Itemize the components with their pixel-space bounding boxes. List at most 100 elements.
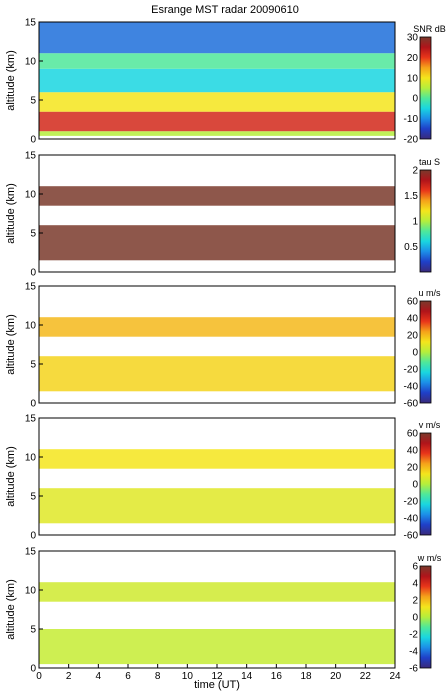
tau-colorbar-tick-label: 1.5	[404, 191, 418, 202]
tau-y-tick-label: 5	[30, 229, 36, 240]
w-layer-1	[39, 582, 395, 602]
w-x-tick-label: 8	[155, 671, 161, 682]
u-colorbar-tick-label: -20	[404, 365, 419, 376]
w-x-tick-label: 20	[330, 671, 342, 682]
v-colorbar-tick-label: -20	[404, 497, 419, 508]
v-colorbar-tick-label: 20	[407, 463, 419, 474]
snr-colorbar-tick-label: 30	[407, 33, 419, 44]
tau-axes-frame	[38, 154, 396, 273]
u-colorbar	[419, 300, 432, 404]
panel-tau: 0 5 10 15 altitude (km) tau S2 1.5 1 0.5	[5, 151, 440, 279]
u-y-tick-label: 15	[25, 282, 37, 293]
w-x-tick-label: 24	[389, 671, 401, 682]
x-axis-label: time (UT)	[194, 679, 240, 691]
w-x-tick-label: 16	[271, 671, 283, 682]
snr-layer-2	[39, 92, 395, 112]
v-y-tick-label: 5	[30, 492, 36, 503]
u-colorbar-tick-label: -40	[404, 382, 419, 393]
u-colorbar-tick-label: 60	[407, 297, 419, 308]
panel-u: 0 5 10 15 altitude (km) u m/s60 40 20 0 -20 -40 -60	[5, 282, 441, 410]
u-axes-frame	[38, 285, 396, 404]
u-colorbar-tick-label: -60	[404, 399, 419, 410]
w-y-axis-label: altitude (km)	[5, 579, 17, 640]
w-colorbar-title: w m/s	[417, 553, 442, 563]
w-x-tick-label: 18	[300, 671, 312, 682]
snr-y-axis-label: altitude (km)	[5, 50, 17, 111]
snr-axes-frame	[38, 21, 396, 140]
snr-layer-3	[39, 68, 395, 93]
snr-y-tick-label: 10	[25, 57, 37, 68]
v-y-tick-label: 0	[30, 531, 36, 542]
v-colorbar-title: v m/s	[419, 420, 441, 430]
w-x-tick-label: 14	[241, 671, 253, 682]
snr-layer-1	[39, 111, 395, 132]
w-y-tick-label: 5	[30, 625, 36, 636]
w-x-tick-label: 4	[96, 671, 102, 682]
tau-y-tick-label: 15	[25, 151, 37, 162]
u-layer-1	[39, 317, 395, 337]
w-colorbar-tick-label: -6	[409, 664, 418, 675]
snr-layer-5	[39, 22, 395, 54]
snr-colorbar-tick-label: -20	[404, 135, 419, 146]
u-colorbar-tick-label: 0	[412, 348, 418, 359]
w-x-tick-label: 22	[360, 671, 372, 682]
panel-v: 0 5 10 15 altitude (km) v m/s60 40 20 0 -20 -40 -60	[5, 414, 441, 542]
tau-y-tick-label: 10	[25, 190, 37, 201]
v-layer-1	[39, 449, 395, 469]
tau-colorbar-tick-label: 1	[412, 217, 418, 228]
u-layer-0	[39, 356, 395, 392]
snr-colorbar-tick-label: -10	[404, 114, 419, 125]
w-y-tick-label: 0	[30, 664, 36, 675]
u-y-tick-label: 5	[30, 360, 36, 371]
u-y-tick-label: 0	[30, 399, 36, 410]
w-x-tick-label: 6	[125, 671, 131, 682]
v-layer-0	[39, 488, 395, 524]
w-colorbar-tick-label: 2	[412, 596, 418, 607]
figure-title: Esrange MST radar 20090610	[151, 4, 299, 16]
v-colorbar-tick-label: -60	[404, 531, 419, 542]
v-y-tick-label: 10	[25, 453, 37, 464]
v-colorbar	[419, 432, 432, 536]
v-colorbar-tick-label: 60	[407, 429, 419, 440]
u-colorbar-title: u m/s	[418, 288, 441, 298]
w-layer-0	[39, 629, 395, 665]
tau-colorbar-tick-label: 0.5	[404, 242, 418, 253]
tau-layer-0	[39, 225, 395, 261]
w-y-tick-label: 10	[25, 586, 37, 597]
v-colorbar-tick-label: 0	[412, 480, 418, 491]
w-y-tick-label: 15	[25, 547, 37, 558]
tau-layer-1	[39, 186, 395, 206]
snr-colorbar-tick-label: 0	[412, 94, 418, 105]
w-x-tick-label: 10	[182, 671, 194, 682]
snr-layer-4	[39, 53, 395, 69]
w-colorbar-tick-label: 0	[412, 613, 418, 624]
w-colorbar-tick-label: 4	[412, 579, 418, 590]
snr-colorbar	[419, 36, 432, 140]
v-colorbar-tick-label: -40	[404, 514, 419, 525]
w-colorbar	[419, 565, 432, 669]
v-colorbar-tick-label: 40	[407, 446, 419, 457]
w-colorbar-tick-label: -2	[409, 630, 418, 641]
u-y-axis-label: altitude (km)	[5, 314, 17, 375]
snr-y-tick-label: 15	[25, 18, 37, 29]
tau-y-axis-label: altitude (km)	[5, 183, 17, 244]
u-colorbar-tick-label: 20	[407, 331, 419, 342]
snr-y-tick-label: 5	[30, 96, 36, 107]
w-colorbar-tick-label: -4	[409, 647, 418, 658]
tau-y-tick-label: 0	[30, 268, 36, 279]
w-x-tick-label: 2	[66, 671, 72, 682]
snr-layer-0	[39, 131, 395, 136]
v-axes-frame	[38, 417, 396, 536]
snr-colorbar-tick-label: 10	[407, 73, 419, 84]
u-y-tick-label: 10	[25, 321, 37, 332]
w-x-tick-label: 12	[211, 671, 223, 682]
w-colorbar-tick-label: 6	[412, 562, 418, 573]
snr-colorbar-tick-label: 20	[407, 53, 419, 64]
snr-y-tick-label: 0	[30, 135, 36, 146]
w-x-tick-label: 0	[36, 671, 42, 682]
v-y-tick-label: 15	[25, 414, 37, 425]
